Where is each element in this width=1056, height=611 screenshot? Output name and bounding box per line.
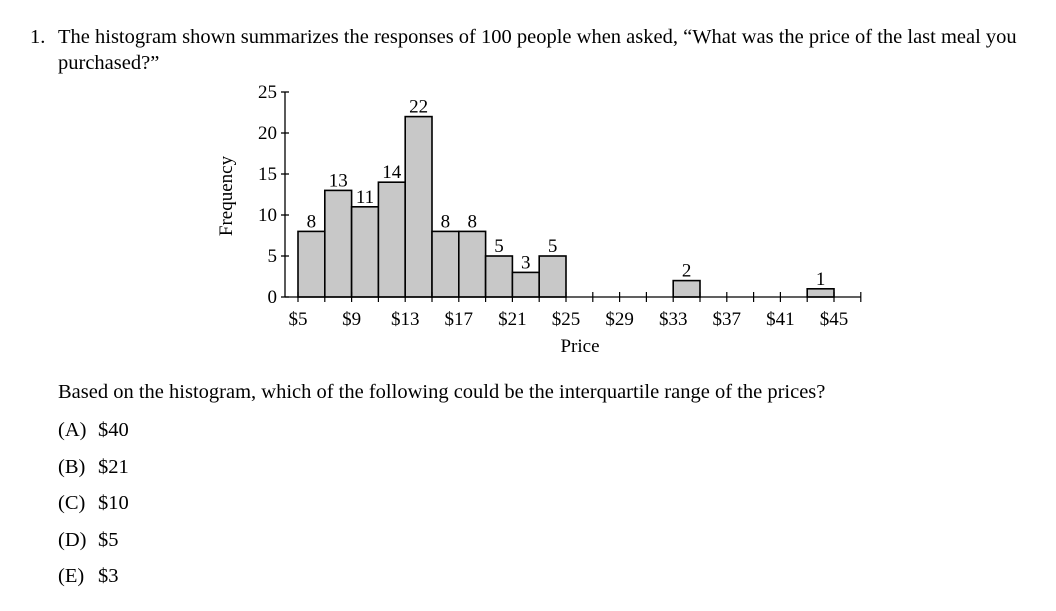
x-tick-label: $9: [342, 309, 361, 330]
bar-data-label: 1: [816, 269, 826, 290]
bar-data-label: 2: [682, 261, 692, 282]
x-tick-label: $29: [605, 309, 634, 330]
choice-a-text: $40: [98, 419, 129, 441]
bar-data-label: 11: [356, 187, 374, 208]
histogram-bar: [457, 230, 487, 298]
y-tick-label: 20: [258, 123, 277, 144]
choice-a-letter: (A): [58, 419, 87, 441]
bar-data-label: 8: [467, 211, 477, 232]
histogram-bar: [672, 279, 701, 298]
histogram-bar: [511, 271, 541, 298]
bar-data-label: 22: [409, 97, 428, 118]
x-tick-label: $5: [289, 309, 308, 330]
y-tick-label: 5: [268, 246, 278, 267]
bar-data-label: 14: [382, 162, 402, 183]
x-tick-label: $25: [552, 309, 581, 330]
question-text: The histogram shown summarizes the respo…: [58, 26, 1017, 74]
x-tick-label: $45: [820, 309, 849, 330]
histogram-bar: [484, 255, 514, 298]
histogram-bar: [806, 287, 835, 298]
question: 1. The histogram shown summarizes the re…: [30, 24, 1050, 76]
bar-data-label: 5: [494, 236, 504, 257]
y-axis-title: Frequency: [216, 155, 237, 236]
choice-a[interactable]: (A) $40: [58, 416, 129, 453]
x-tick-label: $41: [766, 309, 795, 330]
histogram-bar: [297, 230, 326, 298]
x-tick-label: $13: [391, 309, 420, 330]
bar-data-label: 13: [329, 170, 348, 191]
x-tick-label: $21: [498, 309, 527, 330]
histogram-bar: [431, 230, 460, 298]
x-axis-title: Price: [560, 336, 599, 357]
choice-e-letter: (E): [58, 565, 85, 587]
y-tick-label: 10: [258, 205, 277, 226]
histogram-bar: [377, 181, 406, 298]
choice-c[interactable]: (C) $10: [58, 489, 129, 526]
bar-data-label: 3: [521, 252, 531, 273]
choice-d-letter: (D): [58, 528, 87, 551]
question-number: 1.: [30, 26, 46, 48]
bar-data-label: 8: [307, 211, 317, 232]
x-tick-label: $37: [713, 309, 742, 330]
choice-b[interactable]: (B) $21: [58, 453, 129, 490]
answer-choices: (A) $40 (B) $21 (C) $10 (D) $5 (E) $3: [58, 416, 129, 599]
bar-data-label: 8: [441, 211, 451, 232]
choice-c-letter: (C): [58, 492, 86, 514]
choice-b-text: $21: [98, 455, 129, 478]
choice-e[interactable]: (E) $3: [58, 562, 129, 599]
x-tick-label: $17: [445, 309, 474, 330]
histogram-bar: [323, 189, 353, 298]
y-tick-label: 25: [258, 82, 277, 103]
choice-d-text: $5: [98, 528, 119, 551]
x-tick-label: $33: [659, 309, 688, 330]
bar-data-label: 5: [548, 236, 558, 257]
question-prompt: Based on the histogram, which of the fol…: [58, 381, 826, 403]
y-tick-label: 15: [258, 164, 277, 185]
choice-e-text: $3: [98, 565, 119, 587]
choice-d[interactable]: (D) $5: [58, 526, 129, 563]
histogram-bar: [350, 206, 380, 298]
choice-c-text: $10: [98, 492, 129, 514]
choice-b-letter: (B): [58, 455, 86, 478]
y-tick-label: 0: [268, 287, 278, 308]
histogram-bar: [404, 115, 433, 298]
histogram-bar: [538, 255, 567, 298]
